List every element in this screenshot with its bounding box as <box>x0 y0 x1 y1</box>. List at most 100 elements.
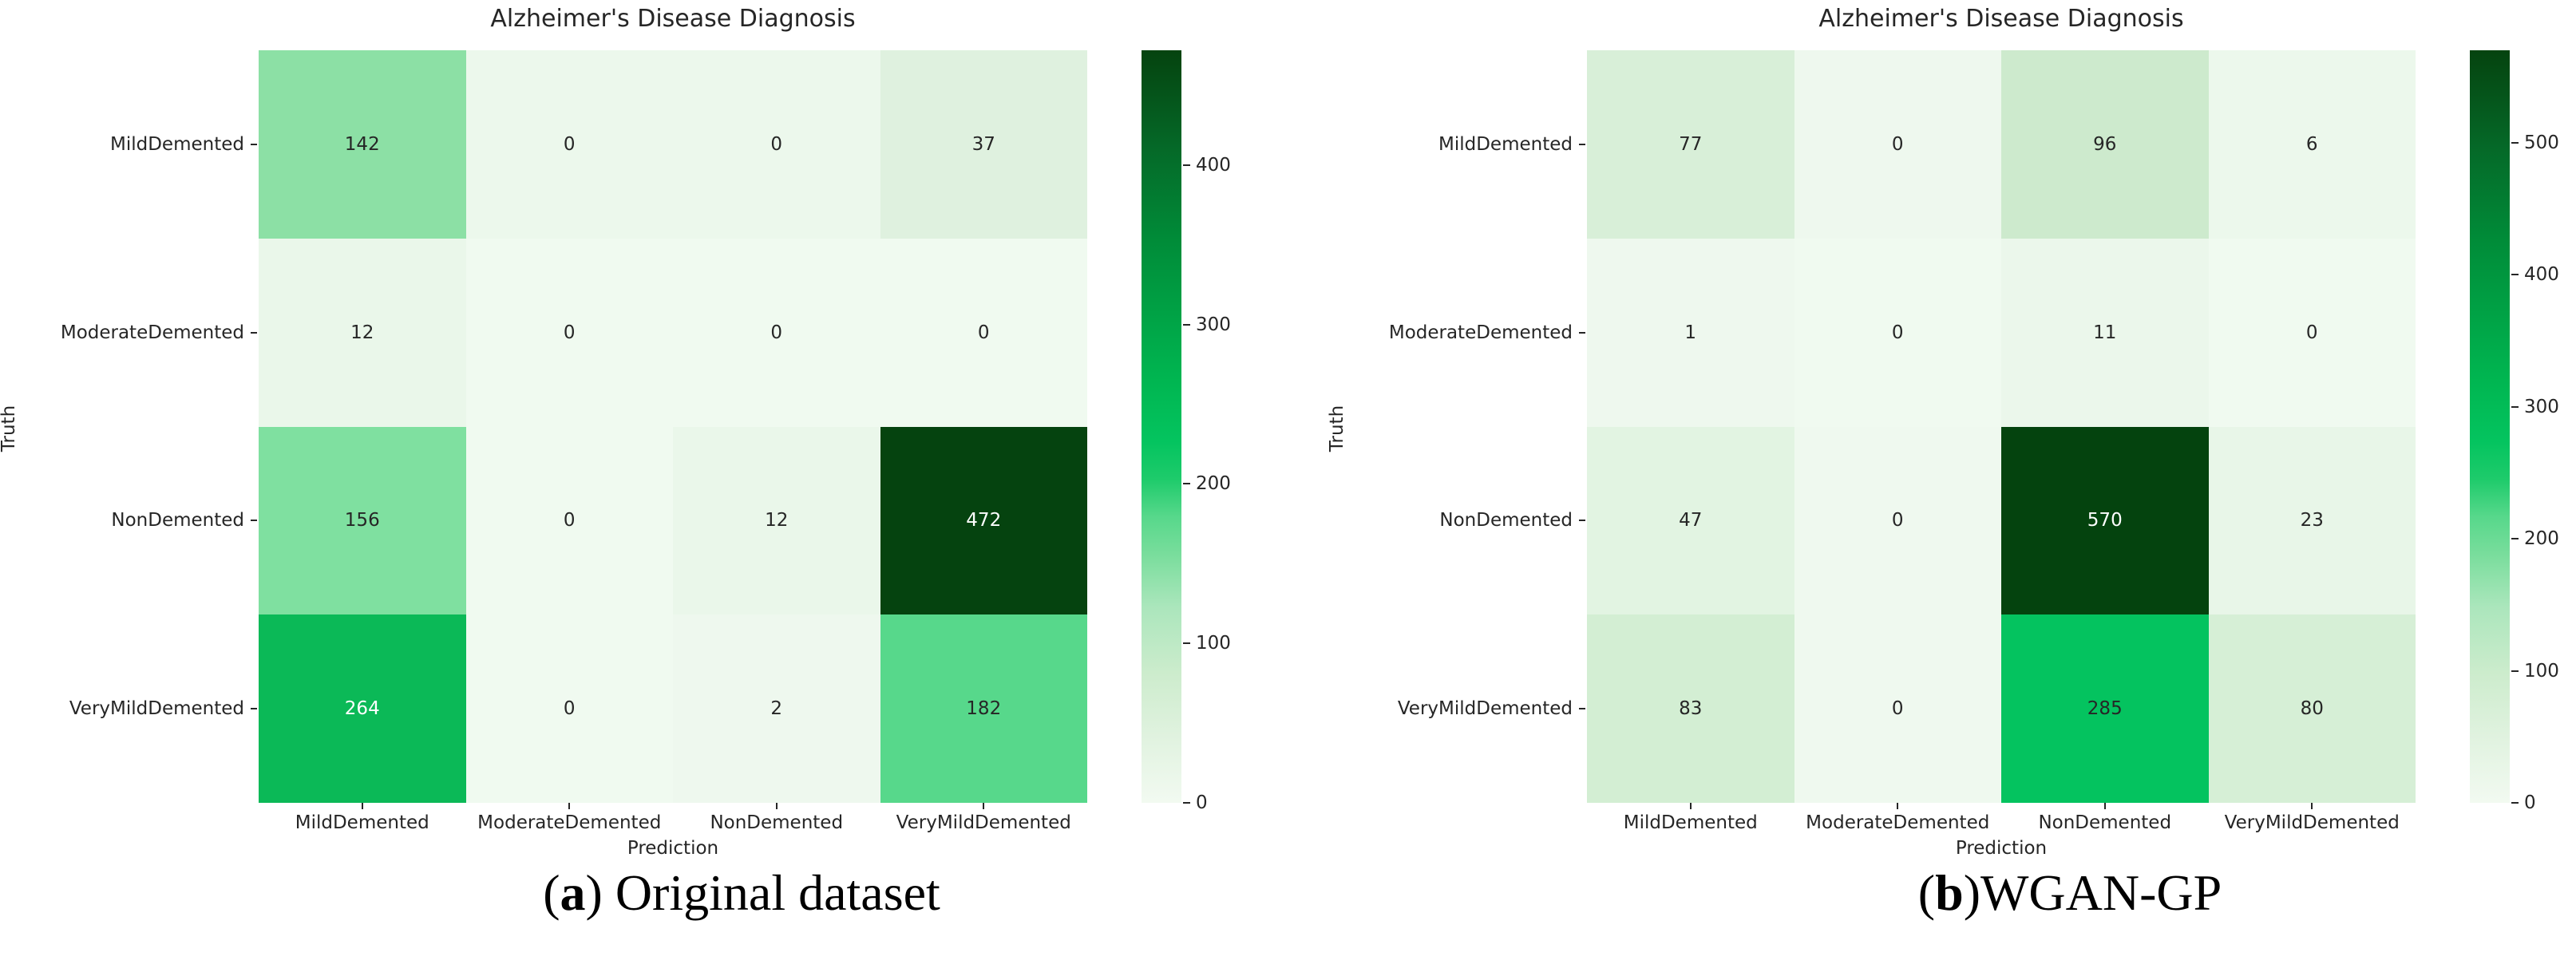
colorbar-tick-label: 400 <box>1196 154 1231 176</box>
colorbar <box>1142 50 1181 803</box>
heatmap-cell: 37 <box>880 50 1087 239</box>
colorbar-tick-mark <box>1183 323 1190 326</box>
y-tick-label: VeryMildDemented <box>69 698 244 720</box>
colorbar-tick-mark <box>2511 538 2519 540</box>
x-tick-label: VeryMildDemented <box>896 812 1071 833</box>
colorbar-tick-label: 300 <box>2524 396 2559 417</box>
heatmap-cell: 77 <box>1587 50 1794 239</box>
chart-title: Alzheimer's Disease Diagnosis <box>490 5 856 33</box>
heatmap-cell: 0 <box>465 238 673 427</box>
y-axis-label: Truth <box>0 405 19 452</box>
colorbar-tick-mark <box>1183 164 1190 166</box>
y-tick-label: VeryMildDemented <box>1397 698 1573 720</box>
heatmap-cell: 96 <box>2001 50 2209 239</box>
heatmap-cell: 2 <box>673 614 880 803</box>
heatmap-cell: 0 <box>1794 238 2001 427</box>
heatmap: 142 0 0 37 12 0 0 0 156 0 12 472 264 0 2 182 <box>259 50 1087 803</box>
heatmap-cell: 0 <box>2208 238 2416 427</box>
heatmap-cell: 23 <box>2208 426 2416 615</box>
colorbar-tick-label: 0 <box>2524 792 2536 813</box>
x-tick-mark <box>568 803 571 809</box>
colorbar-tick-mark <box>1183 483 1190 485</box>
heatmap-cell: 11 <box>2001 238 2209 427</box>
heatmap-cell: 0 <box>465 614 673 803</box>
x-tick-mark <box>775 803 778 809</box>
x-tick-mark <box>983 803 985 809</box>
confusion-matrix-figure: Alzheimer's Disease Diagnosis Truth 142 0… <box>0 0 1248 976</box>
y-tick-mark <box>251 520 257 522</box>
x-tick-label: MildDemented <box>1623 812 1758 833</box>
colorbar-tick-mark <box>2511 141 2519 144</box>
heatmap-cell: 0 <box>880 238 1087 427</box>
x-tick-mark <box>2311 803 2313 809</box>
y-tick-mark <box>251 331 257 334</box>
subfigure-caption: (a) Original dataset <box>259 863 1225 923</box>
x-axis-label: Prediction <box>627 838 719 859</box>
caption-open-paren: ( <box>1917 864 1936 921</box>
x-tick-mark <box>361 803 363 809</box>
colorbar-tick-mark <box>2511 670 2519 672</box>
colorbar-tick-label: 200 <box>1196 473 1231 495</box>
heatmap-cell: 156 <box>259 426 466 615</box>
y-tick-mark <box>1579 331 1585 334</box>
y-tick-mark <box>1579 143 1585 145</box>
x-tick-mark <box>1897 803 1899 809</box>
y-tick-label: MildDemented <box>1438 133 1573 155</box>
heatmap-cell: 12 <box>259 238 466 427</box>
heatmap: 77 0 96 6 1 0 11 0 47 0 570 23 83 0 285 80 <box>1587 50 2416 803</box>
heatmap-cell: 0 <box>1794 426 2001 615</box>
colorbar-tick-mark <box>1183 802 1190 804</box>
caption-text: )WGAN-GP <box>1963 864 2222 921</box>
heatmap-cell: 12 <box>673 426 880 615</box>
colorbar-tick-label: 100 <box>1196 633 1231 654</box>
x-tick-label: MildDemented <box>295 812 429 833</box>
chart-title: Alzheimer's Disease Diagnosis <box>1818 5 2184 33</box>
heatmap-cell: 285 <box>2001 614 2209 803</box>
y-tick-mark <box>251 143 257 145</box>
x-tick-label: NonDemented <box>2038 812 2172 833</box>
colorbar-tick-label: 200 <box>2524 528 2559 550</box>
caption-open-paren: ( <box>543 864 560 921</box>
colorbar-tick-label: 300 <box>1196 314 1231 335</box>
colorbar-tick-label: 400 <box>2524 264 2559 286</box>
heatmap-cell: 0 <box>465 50 673 239</box>
heatmap-cell: 264 <box>259 614 466 803</box>
y-axis-label: Truth <box>1327 405 1347 452</box>
heatmap-cell: 0 <box>1794 50 2001 239</box>
heatmap-cell: 0 <box>465 426 673 615</box>
heatmap-cell: 80 <box>2208 614 2416 803</box>
heatmap-cell: 0 <box>1794 614 2001 803</box>
colorbar-tick-label: 100 <box>2524 660 2559 682</box>
y-tick-label: ModerateDemented <box>1388 322 1573 343</box>
x-tick-mark <box>2103 803 2106 809</box>
heatmap-cell: 83 <box>1587 614 1794 803</box>
x-tick-label: NonDemented <box>710 812 844 833</box>
y-tick-mark <box>251 708 257 710</box>
colorbar-tick-mark <box>2511 274 2519 276</box>
caption-letter: a <box>560 864 586 921</box>
colorbar <box>2470 50 2510 803</box>
x-tick-mark <box>1689 803 1692 809</box>
heatmap-cell: 1 <box>1587 238 1794 427</box>
heatmap-cell: 0 <box>673 238 880 427</box>
heatmap-cell: 570 <box>2001 426 2209 615</box>
heatmap-cell: 6 <box>2208 50 2416 239</box>
y-tick-mark <box>1579 520 1585 522</box>
heatmap-cell: 47 <box>1587 426 1794 615</box>
caption-letter: b <box>1935 864 1964 921</box>
colorbar-tick-label: 0 <box>1196 792 1208 813</box>
subfigure-caption: (b)WGAN-GP <box>1587 863 2553 923</box>
confusion-matrix-figure: Alzheimer's Disease Diagnosis Truth 77 0 9… <box>1327 0 2576 976</box>
y-tick-label: MildDemented <box>110 133 244 155</box>
colorbar-tick-mark <box>2511 802 2519 804</box>
x-tick-label: ModerateDemented <box>477 812 662 833</box>
colorbar-tick-label: 500 <box>2524 132 2559 153</box>
y-tick-label: NonDemented <box>1439 510 1573 531</box>
heatmap-cell: 142 <box>259 50 466 239</box>
x-tick-label: ModerateDemented <box>1806 812 1990 833</box>
x-axis-label: Prediction <box>1955 838 2048 859</box>
caption-text: ) Original dataset <box>585 864 940 921</box>
y-tick-label: NonDemented <box>111 510 244 531</box>
x-tick-label: VeryMildDemented <box>2224 812 2400 833</box>
heatmap-cell: 182 <box>880 614 1087 803</box>
